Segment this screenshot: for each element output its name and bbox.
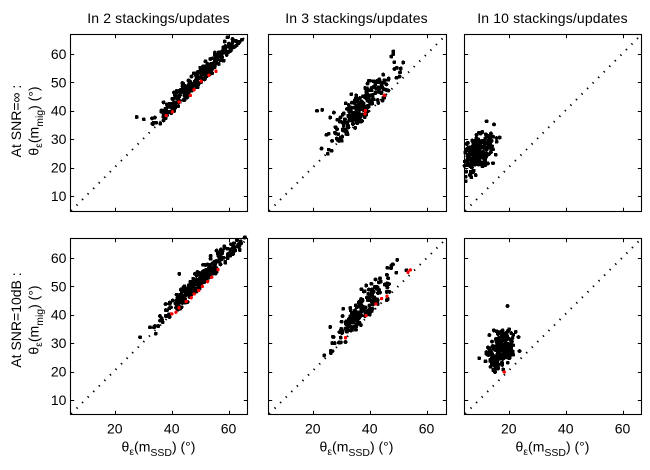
svg-text:At SNR=10dB :: At SNR=10dB : xyxy=(8,272,24,367)
svg-text:θε(mSSD) (°): θε(mSSD) (°) xyxy=(320,439,394,460)
svg-text:50: 50 xyxy=(51,74,67,90)
svg-text:20: 20 xyxy=(501,421,517,437)
svg-text:40: 40 xyxy=(362,421,378,437)
svg-text:At SNR=∞ :: At SNR=∞ : xyxy=(8,85,24,158)
svg-text:In 3 stackings/updates: In 3 stackings/updates xyxy=(285,10,428,26)
svg-text:θε(mmig) (°): θε(mmig) (°) xyxy=(26,285,47,354)
svg-text:20: 20 xyxy=(51,160,67,176)
svg-text:60: 60 xyxy=(615,421,631,437)
svg-text:30: 30 xyxy=(51,335,67,351)
svg-text:θε(mSSD) (°): θε(mSSD) (°) xyxy=(122,439,196,460)
svg-text:θε(mmig) (°): θε(mmig) (°) xyxy=(26,86,47,155)
svg-text:60: 60 xyxy=(51,250,67,266)
svg-text:60: 60 xyxy=(51,46,67,62)
svg-text:10: 10 xyxy=(51,392,67,408)
svg-text:In 10 stackings/updates: In 10 stackings/updates xyxy=(477,10,628,26)
svg-text:10: 10 xyxy=(51,188,67,204)
svg-text:60: 60 xyxy=(419,421,435,437)
svg-text:20: 20 xyxy=(305,421,321,437)
svg-text:30: 30 xyxy=(51,131,67,147)
svg-text:60: 60 xyxy=(221,421,237,437)
svg-text:40: 40 xyxy=(51,103,67,119)
svg-text:40: 40 xyxy=(51,307,67,323)
svg-text:40: 40 xyxy=(558,421,574,437)
svg-text:θε(mSSD) (°): θε(mSSD) (°) xyxy=(516,439,590,460)
svg-text:20: 20 xyxy=(107,421,123,437)
svg-text:20: 20 xyxy=(51,364,67,380)
svg-text:50: 50 xyxy=(51,278,67,294)
svg-text:In 2 stackings/updates: In 2 stackings/updates xyxy=(87,10,230,26)
svg-text:40: 40 xyxy=(164,421,180,437)
